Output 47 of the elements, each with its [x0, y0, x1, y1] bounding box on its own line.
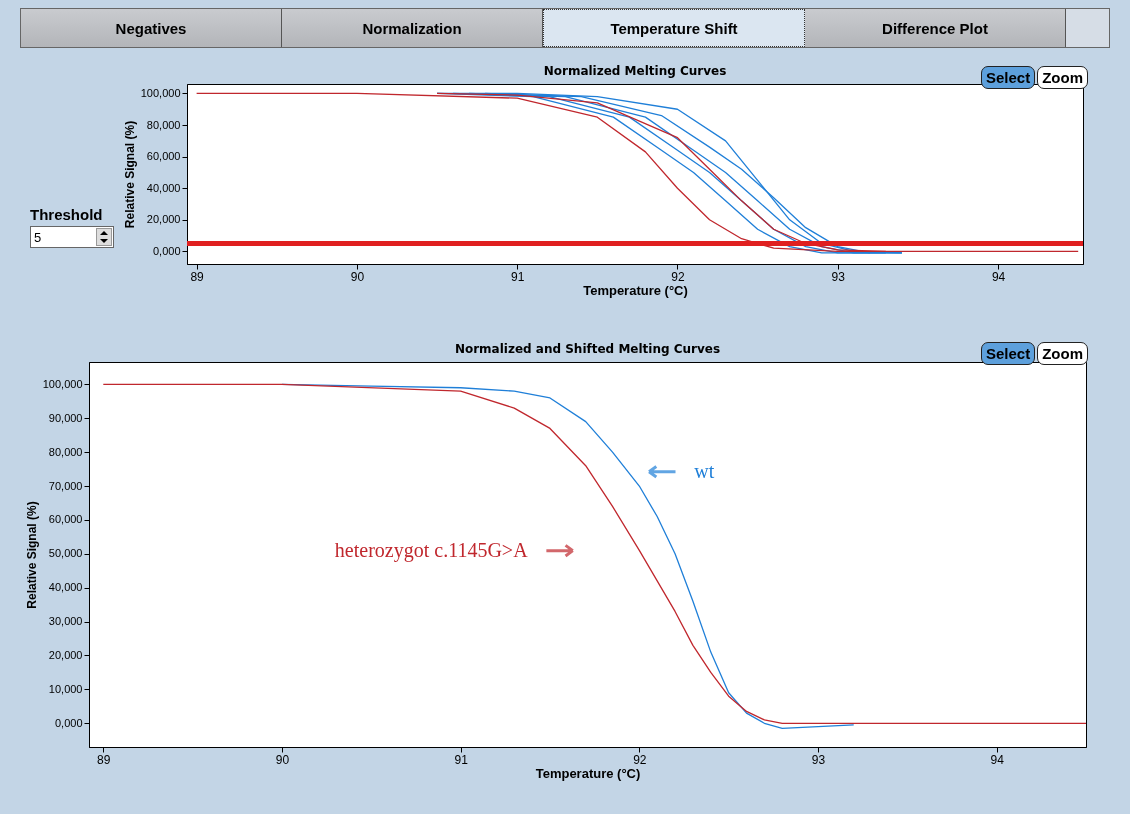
x-tick-label: 91 [511, 269, 525, 284]
y-tick-label: 40,000 [146, 181, 181, 194]
text: Negatives [21, 9, 282, 47]
y-tick-label: 40,000 [48, 581, 83, 594]
x-tick-label: 94 [990, 752, 1005, 767]
y-axis-title: Relative Signal (%) [24, 501, 39, 609]
x-tick-label: 93 [831, 269, 846, 284]
y-tick-label: 20,000 [48, 648, 83, 661]
annotation: Zoom [1037, 66, 1088, 89]
chart-title: Normalized Melting Curves [543, 64, 727, 78]
annotation: heterozygot c.1145G>A [334, 538, 529, 562]
chart-title: Normalized and Shifted Melting Curves [454, 342, 721, 356]
text: Zoom [1037, 342, 1088, 365]
text: Difference Plot [805, 9, 1066, 47]
x-tick-label: 92 [633, 752, 647, 767]
y-tick-label: 0,000 [54, 716, 83, 729]
y-tick-label: 50,000 [48, 547, 83, 560]
text: Threshold [30, 206, 104, 223]
y-tick-label: 10,000 [48, 682, 83, 695]
y-axis-title: Relative Signal (%) [122, 120, 137, 229]
y-tick-label: 100,000 [42, 377, 83, 390]
y-tick-label: 0,000 [152, 244, 181, 257]
y-tick-label: 20,000 [146, 213, 181, 226]
text: Select [980, 342, 1036, 365]
y-tick-label: 30,000 [48, 615, 83, 628]
y-tick-label: 80,000 [48, 445, 83, 458]
x-tick-label: 90 [350, 269, 365, 284]
y-tick-label: 60,000 [146, 150, 181, 163]
annotation: Select [980, 66, 1036, 89]
y-tick-label: 80,000 [146, 118, 181, 131]
x-axis-title: Temperature (°C) [535, 765, 641, 781]
text: Normalization [282, 9, 543, 47]
y-tick-label: 60,000 [48, 513, 83, 526]
y-tick-label: 100,000 [140, 86, 181, 99]
x-tick-label: 90 [275, 752, 290, 767]
x-tick-label: 91 [454, 752, 469, 767]
annotation: wt [694, 459, 715, 482]
text: Temperature Shift [543, 9, 805, 47]
x-tick-label: 93 [811, 752, 826, 767]
x-tick-label: 94 [991, 269, 1006, 284]
x-tick-label: 92 [671, 269, 685, 284]
x-tick-label: 89 [97, 752, 111, 767]
x-axis-title: Temperature (°C) [583, 282, 688, 298]
y-tick-label: 90,000 [48, 411, 83, 424]
y-tick-label: 70,000 [48, 479, 83, 492]
x-tick-label: 89 [190, 269, 205, 284]
text: 5 [30, 226, 114, 248]
